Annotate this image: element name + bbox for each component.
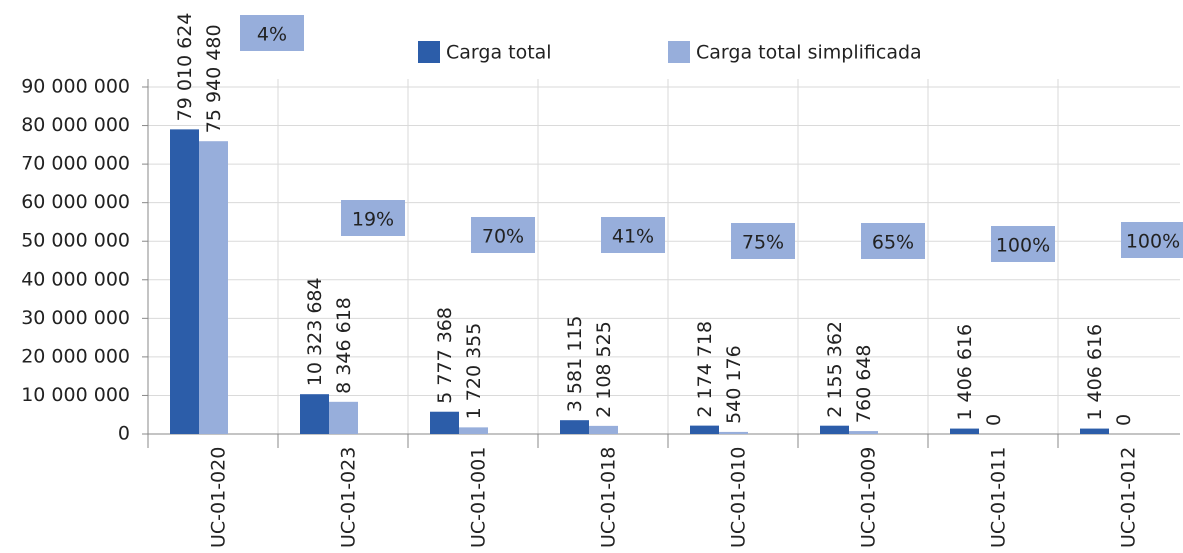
percent-box	[991, 226, 1055, 262]
value-label: 2 174 718	[694, 321, 716, 418]
x-tick-label: UC-01-009	[858, 447, 880, 548]
percent-box	[601, 217, 665, 253]
x-tick-label: UC-01-012	[1118, 447, 1140, 548]
x-tick-label: UC-01-010	[728, 447, 750, 548]
bar	[300, 394, 329, 434]
value-label: 0	[1113, 414, 1135, 426]
percent-label: 4%	[257, 24, 287, 46]
bar	[849, 431, 878, 434]
legend-swatch	[668, 41, 690, 63]
x-tick-label: UC-01-020	[208, 447, 230, 548]
percent-label: 41%	[612, 226, 654, 248]
value-label: 2 108 525	[593, 321, 615, 418]
x-tick-label: UC-01-011	[988, 447, 1010, 548]
y-tick-label: 10 000 000	[21, 384, 130, 406]
percent-label: 100%	[996, 235, 1050, 257]
x-tick-label: UC-01-018	[598, 447, 620, 548]
bar	[589, 425, 618, 434]
y-tick-label: 60 000 000	[21, 191, 130, 213]
value-label: 0	[983, 414, 1005, 426]
y-tick-label: 90 000 000	[21, 76, 130, 98]
value-label: 79 010 624	[174, 13, 196, 122]
y-tick-label: 70 000 000	[21, 153, 130, 175]
bar	[459, 427, 488, 434]
bar	[329, 401, 358, 434]
value-label: 1 406 616	[1084, 324, 1106, 421]
value-label: 10 323 684	[304, 277, 326, 386]
value-label: 3 581 115	[564, 315, 586, 412]
percent-label: 70%	[482, 226, 524, 248]
percent-label: 65%	[872, 232, 914, 254]
bar	[820, 425, 849, 434]
bar	[719, 431, 748, 434]
percent-label: 19%	[352, 209, 394, 231]
percent-box	[731, 223, 795, 259]
percent-label: 100%	[1126, 231, 1180, 253]
value-label: 760 648	[853, 344, 875, 423]
bar	[1080, 428, 1109, 434]
value-label: 8 346 618	[333, 297, 355, 394]
percent-label: 75%	[742, 232, 784, 254]
percent-box	[861, 223, 925, 259]
value-label: 5 777 368	[434, 307, 456, 404]
x-tick-label: UC-01-023	[338, 447, 360, 548]
value-label: 2 155 362	[824, 321, 846, 418]
bar	[170, 129, 199, 434]
y-tick-label: 50 000 000	[21, 230, 130, 252]
x-tick-label: UC-01-001	[468, 447, 490, 548]
bar	[690, 425, 719, 434]
y-tick-label: 40 000 000	[21, 268, 130, 290]
legend-label: Carga total	[446, 42, 552, 64]
legend-swatch	[418, 41, 440, 63]
y-tick-label: 30 000 000	[21, 307, 130, 329]
y-tick-label: 80 000 000	[21, 114, 130, 136]
bar	[560, 420, 589, 434]
value-label: 1 406 616	[954, 324, 976, 421]
percent-box	[1121, 222, 1183, 258]
percent-box	[240, 15, 304, 51]
bar	[430, 411, 459, 434]
percent-box	[471, 217, 535, 253]
bar	[950, 428, 979, 434]
y-tick-label: 20 000 000	[21, 345, 130, 367]
y-tick-label: 0	[118, 423, 130, 445]
percent-box	[341, 200, 405, 236]
bar	[199, 141, 228, 434]
value-label: 75 940 480	[203, 24, 225, 133]
value-label: 540 176	[723, 345, 745, 424]
value-label: 1 720 355	[463, 323, 485, 420]
legend-label: Carga total simplificada	[696, 42, 922, 64]
